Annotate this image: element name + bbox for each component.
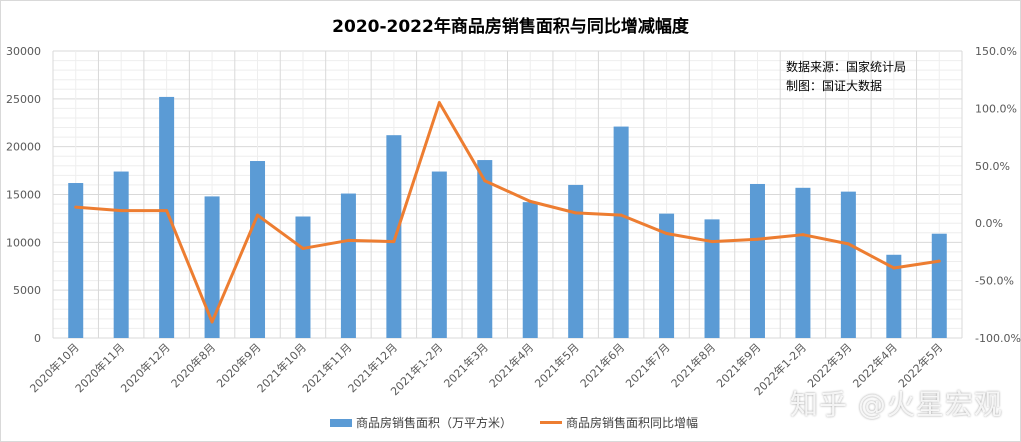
- y-left-tick-label: 25000: [6, 93, 41, 106]
- line-point: [574, 211, 578, 215]
- bar: [159, 96, 175, 338]
- y-left-tick-label: 10000: [6, 236, 41, 249]
- author-note: 制图：国证大数据: [786, 79, 883, 93]
- bar: [795, 187, 811, 338]
- x-tick-label: 2020年12月: [118, 340, 173, 395]
- bar: [113, 171, 129, 338]
- bar: [704, 219, 720, 338]
- legend-bar-label: 商品房销售面积（万平方米）: [356, 416, 513, 430]
- legend-line: 商品房销售面积同比增幅: [540, 414, 698, 431]
- line-series: [75, 101, 940, 324]
- y-left-tick-label: 5000: [13, 284, 41, 297]
- line-point: [665, 232, 669, 236]
- bar: [431, 171, 447, 338]
- bar: [386, 135, 402, 338]
- bar: [749, 183, 765, 338]
- y-right-tick-label: 100.0%: [975, 102, 1017, 115]
- bar: [931, 233, 947, 338]
- x-tick-label: 2021年6月: [577, 340, 627, 390]
- line-point: [619, 213, 623, 217]
- line-point: [210, 320, 214, 324]
- x-tick-label: 2021年4月: [486, 340, 536, 390]
- x-tick-label: 2021年5月: [532, 340, 582, 390]
- y-right-tick-label: 50.0%: [975, 160, 1010, 173]
- x-tick-label: 2020年8月: [168, 340, 218, 390]
- legend-bar-swatch: [330, 418, 352, 427]
- bar: [659, 213, 675, 338]
- line-point: [710, 240, 714, 244]
- bar: [204, 196, 220, 338]
- line-point: [392, 240, 396, 244]
- line-point: [528, 199, 532, 203]
- line-point: [165, 209, 169, 213]
- y-left-tick-label: 20000: [6, 141, 41, 154]
- line-point: [437, 101, 441, 105]
- line-point: [74, 205, 78, 209]
- bar: [886, 254, 902, 338]
- x-tick-label: 2021年3月: [441, 340, 491, 390]
- bar: [568, 184, 584, 338]
- x-tick-label: 2020年9月: [213, 340, 263, 390]
- line-point: [483, 179, 487, 183]
- bar: [613, 126, 629, 339]
- y-left-tick-label: 15000: [6, 189, 41, 202]
- bar: [522, 202, 538, 338]
- bar: [250, 161, 266, 338]
- watermark: 知乎 @火星宏观: [790, 388, 1003, 421]
- x-tick-label: 2021年9月: [713, 340, 763, 390]
- legend-bar: 商品房销售面积（万平方米）: [330, 414, 512, 431]
- bar: [477, 160, 493, 338]
- line-point: [346, 238, 350, 242]
- y-right-tick-label: -50.0%: [975, 275, 1014, 288]
- chart-title: 2020-2022年商品房销售面积与同比增减幅度: [332, 17, 689, 37]
- legend-line-swatch: [540, 421, 562, 424]
- x-tick-label: 2021年7月: [622, 340, 672, 390]
- line-point: [119, 209, 123, 213]
- line-point: [801, 233, 805, 237]
- bar: [340, 193, 356, 338]
- y-right-tick-label: 150.0%: [975, 45, 1017, 58]
- bar: [840, 191, 856, 338]
- x-tick-label: 2021年8月: [668, 340, 718, 390]
- line-point: [755, 237, 759, 241]
- y-left-tick-label: 30000: [6, 45, 41, 58]
- line-point: [301, 246, 305, 250]
- bar: [295, 216, 311, 338]
- y-left-tick-label: 0: [34, 332, 41, 345]
- y-right-tick-label: -100.0%: [975, 332, 1021, 345]
- line-point: [846, 242, 850, 246]
- source-note: 数据来源：国家统计局: [786, 60, 907, 74]
- legend-line-label: 商品房销售面积同比增幅: [566, 416, 699, 430]
- line-point: [256, 213, 260, 217]
- line-point: [937, 259, 941, 263]
- y-right-tick-label: 0.0%: [975, 217, 1003, 230]
- line-point: [892, 266, 896, 270]
- bar: [68, 183, 84, 338]
